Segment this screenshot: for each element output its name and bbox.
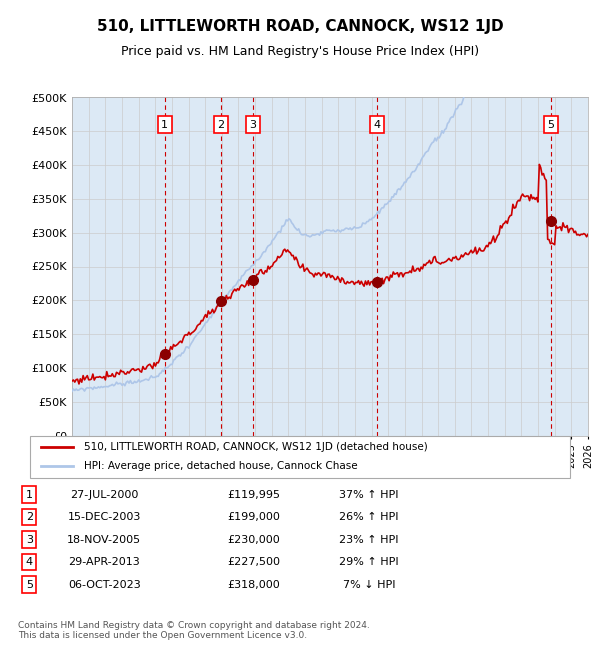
Text: £318,000: £318,000 (227, 580, 280, 590)
Text: 29% ↑ HPI: 29% ↑ HPI (340, 557, 399, 567)
Text: 18-NOV-2005: 18-NOV-2005 (67, 534, 141, 545)
Text: 3: 3 (26, 534, 33, 545)
Text: Contains HM Land Registry data © Crown copyright and database right 2024.
This d: Contains HM Land Registry data © Crown c… (18, 621, 370, 640)
Text: 15-DEC-2003: 15-DEC-2003 (67, 512, 141, 522)
Text: 4: 4 (26, 557, 33, 567)
Text: 06-OCT-2023: 06-OCT-2023 (68, 580, 140, 590)
Text: £199,000: £199,000 (227, 512, 280, 522)
Text: 2: 2 (218, 120, 225, 129)
Text: 23% ↑ HPI: 23% ↑ HPI (340, 534, 399, 545)
Text: 27-JUL-2000: 27-JUL-2000 (70, 489, 139, 500)
Text: 510, LITTLEWORTH ROAD, CANNOCK, WS12 1JD (detached house): 510, LITTLEWORTH ROAD, CANNOCK, WS12 1JD… (84, 443, 428, 452)
Text: 4: 4 (374, 120, 380, 129)
Text: 1: 1 (161, 120, 168, 129)
Text: 7% ↓ HPI: 7% ↓ HPI (343, 580, 395, 590)
Text: £230,000: £230,000 (227, 534, 280, 545)
Text: £119,995: £119,995 (227, 489, 280, 500)
Text: 1: 1 (26, 489, 33, 500)
Text: 26% ↑ HPI: 26% ↑ HPI (340, 512, 399, 522)
Text: HPI: Average price, detached house, Cannock Chase: HPI: Average price, detached house, Cann… (84, 461, 358, 471)
Text: 37% ↑ HPI: 37% ↑ HPI (340, 489, 399, 500)
Text: £227,500: £227,500 (227, 557, 280, 567)
Text: 3: 3 (250, 120, 257, 129)
Bar (72, 98, 588, 436)
Text: 5: 5 (547, 120, 554, 129)
Text: 5: 5 (26, 580, 33, 590)
Text: 29-APR-2013: 29-APR-2013 (68, 557, 140, 567)
Text: 510, LITTLEWORTH ROAD, CANNOCK, WS12 1JD: 510, LITTLEWORTH ROAD, CANNOCK, WS12 1JD (97, 20, 503, 34)
Text: Price paid vs. HM Land Registry's House Price Index (HPI): Price paid vs. HM Land Registry's House … (121, 46, 479, 58)
Text: 2: 2 (26, 512, 33, 522)
FancyBboxPatch shape (30, 436, 570, 478)
